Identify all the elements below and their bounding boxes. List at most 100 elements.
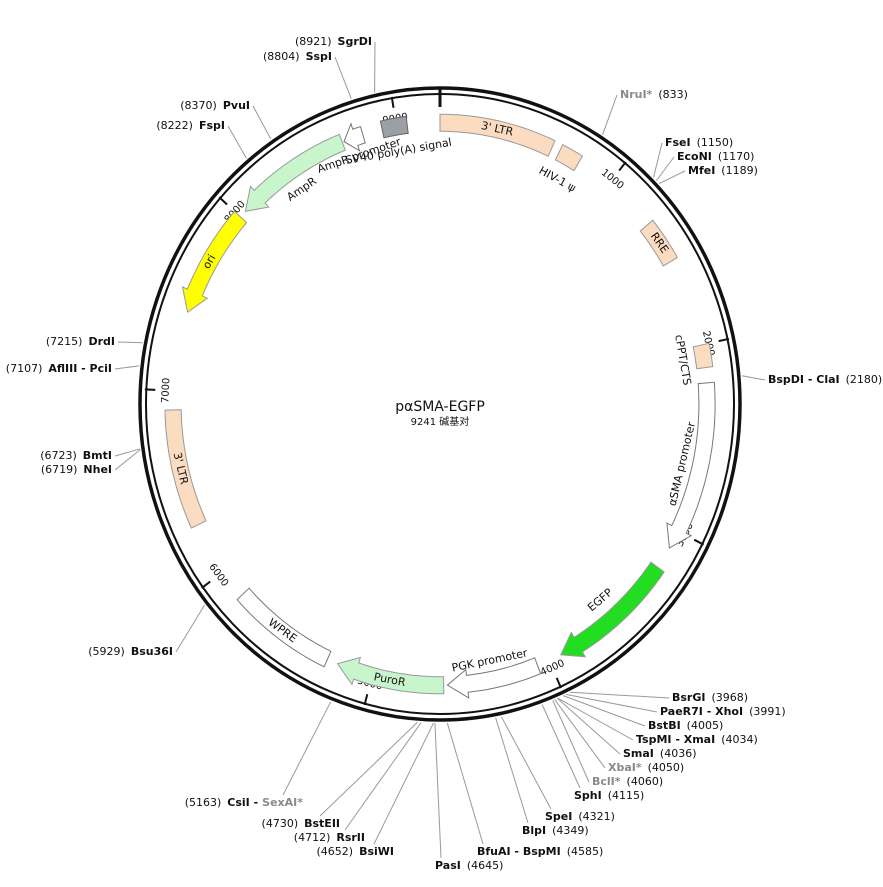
site-label: FseI (1150)	[665, 136, 733, 149]
site-name: PasI	[435, 859, 461, 872]
tick-label: 4000	[539, 658, 567, 678]
site-name: BclI*	[592, 775, 621, 788]
site-name: BlpI	[522, 824, 546, 837]
site-label: (7215)DrdI	[46, 335, 115, 348]
site-label: (8921) SgrDI	[295, 35, 372, 48]
site-line	[447, 723, 483, 844]
site-position: (8804)	[263, 50, 300, 63]
site-label: NruI* (833)	[620, 88, 688, 101]
site-position: (4349)	[552, 824, 589, 837]
site-position: (4730)	[262, 817, 299, 830]
site-name: SgrDI	[338, 35, 372, 48]
site-position: (2180)	[846, 373, 883, 386]
site-line	[496, 718, 528, 823]
site-label: PaeR7I - XhoI(3991)	[660, 705, 786, 718]
site-label: MfeI (1189)	[688, 164, 758, 177]
site-name: SspI	[306, 50, 332, 63]
site-line	[566, 694, 657, 712]
site-line	[603, 95, 617, 135]
tick-label: 1000	[599, 167, 626, 192]
site-line	[283, 702, 331, 795]
site-label: BclI* (4060)	[592, 775, 663, 788]
site-label: SpeI(4321)	[545, 810, 615, 823]
site-name: BstEII	[304, 817, 340, 830]
feature	[693, 343, 713, 369]
site-position: (5163)	[185, 796, 222, 809]
site-label: (4730) BstEII	[262, 817, 340, 830]
site-position: (5929)	[88, 645, 125, 658]
site-position: (833)	[658, 88, 688, 101]
site-name: SphI	[574, 789, 602, 802]
tick-mark	[219, 197, 227, 204]
site-line	[656, 157, 674, 181]
site-line	[228, 126, 246, 158]
site-line	[659, 171, 685, 184]
site-label: BsrGI (3968)	[672, 691, 748, 704]
site-label: (7107) AflIII - PciI	[6, 362, 112, 375]
site-position: (4585)	[567, 845, 604, 858]
site-name: FseI	[665, 136, 691, 149]
site-line	[118, 342, 143, 343]
site-label: BspDI - ClaI(2180)	[768, 373, 882, 386]
site-line	[253, 106, 271, 139]
site-position: (4712)	[294, 831, 331, 844]
feature	[556, 145, 583, 171]
site-line	[435, 723, 441, 858]
site-name: SpeI	[545, 810, 572, 823]
site-name: NheI	[83, 463, 112, 476]
site-label: TspMI - XmaI(4034)	[636, 733, 758, 746]
site-line	[374, 723, 434, 844]
site-line	[345, 723, 421, 830]
site-name: BfuAI - BspMI	[477, 845, 561, 858]
site-name: AflIII - PciI	[48, 362, 112, 375]
site-position: (7215)	[46, 335, 83, 348]
site-name: PaeR7I - XhoI	[660, 705, 743, 718]
site-name: FspI	[199, 119, 225, 132]
site-name: XbaI*	[608, 761, 642, 774]
site-label: (8222)FspI	[156, 119, 225, 132]
site-name: MfeI	[688, 164, 715, 177]
site-position: (8921)	[295, 35, 332, 48]
site-name: NruI*	[620, 88, 653, 101]
site-alt-name: SexAI*	[262, 796, 303, 809]
site-position: (4005)	[687, 719, 724, 732]
site-position: (1150)	[697, 136, 734, 149]
site-position: (3968)	[711, 691, 748, 704]
site-name: BmtI	[83, 449, 112, 462]
site-position: (4034)	[721, 733, 758, 746]
site-position: (4645)	[467, 859, 504, 872]
site-label: (4712)RsrII	[294, 831, 365, 844]
site-line	[742, 376, 765, 380]
site-name: EcoNI	[677, 150, 712, 163]
site-position: (7107)	[6, 362, 43, 375]
site-label: EcoNI(1170)	[677, 150, 754, 163]
site-position: (4060)	[627, 775, 664, 788]
tick-mark	[202, 582, 210, 589]
tick-mark	[145, 389, 155, 390]
site-label: SmaI(4036)	[623, 747, 696, 760]
feature-label: cPPT/CTS	[672, 334, 693, 387]
site-name: BstBI	[648, 719, 681, 732]
site-label: (8804) SspI	[263, 50, 332, 63]
site-position: (4652)	[316, 845, 353, 858]
tick-label: 7000	[160, 377, 172, 403]
site-label: BlpI (4349)	[522, 824, 589, 837]
plasmid-size: 9241 碱基对	[411, 415, 470, 428]
site-position: (6723)	[40, 449, 77, 462]
site-position: (1189)	[721, 164, 758, 177]
site-name: BsiWI	[359, 845, 394, 858]
site-label: (5929)Bsu36I	[88, 645, 173, 658]
site-name: BsrGI	[672, 691, 705, 704]
site-label: PasI (4645)	[435, 859, 503, 872]
site-line	[115, 366, 139, 369]
feature	[561, 562, 664, 657]
site-line	[570, 692, 669, 698]
site-position: (4050)	[648, 761, 685, 774]
site-line	[563, 696, 645, 726]
site-position: (8370)	[180, 99, 217, 112]
site-label: (6723) BmtI	[40, 449, 112, 462]
site-label: BfuAI - BspMI (4585)	[477, 845, 603, 858]
site-position: (4115)	[608, 789, 645, 802]
site-label: (6719)NheI	[41, 463, 112, 476]
